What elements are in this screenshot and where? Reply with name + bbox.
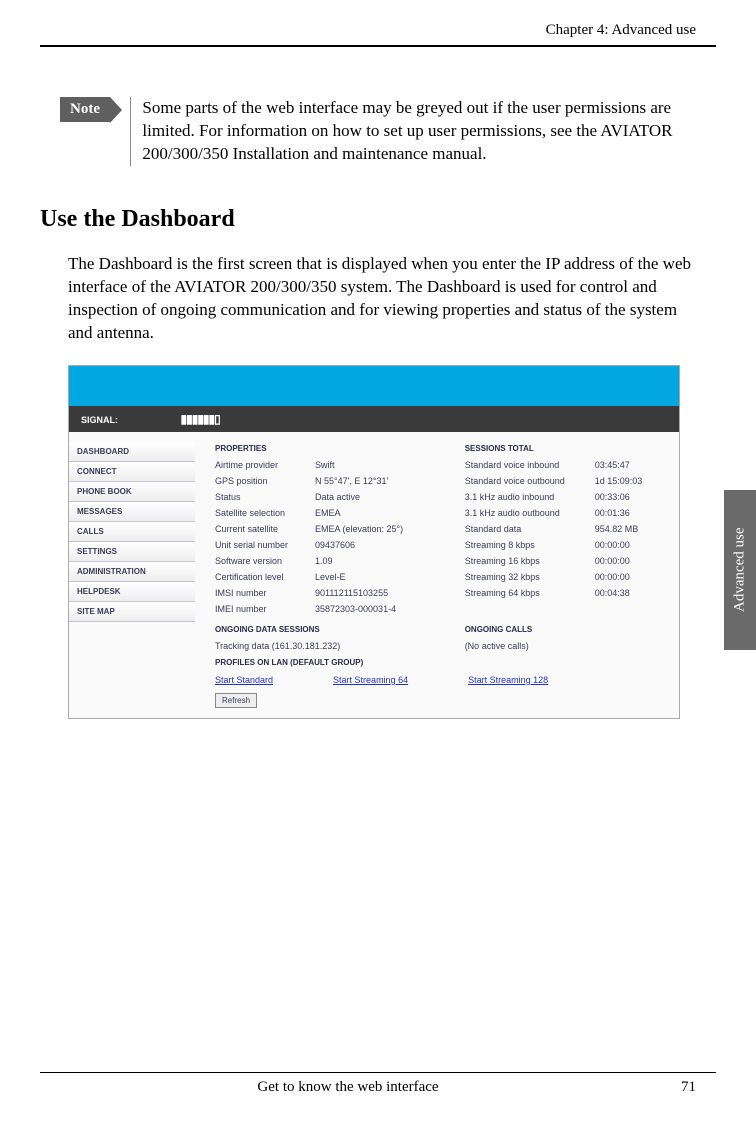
session-row: Standard data954.82 MB	[465, 521, 669, 537]
nav-dashboard[interactable]: DASHBOARD	[69, 442, 195, 462]
screenshot-content: PROPERTIES Airtime providerSwiftGPS posi…	[195, 432, 679, 718]
property-label: Certification level	[215, 572, 315, 582]
property-row: Current satelliteEMEA (elevation: 25°)	[215, 521, 465, 537]
property-label: IMEI number	[215, 604, 315, 614]
property-label: Status	[215, 492, 315, 502]
signal-label: SIGNAL:	[81, 415, 118, 425]
profiles-header: PROFILES ON LAN (DEFAULT GROUP)	[215, 654, 669, 671]
session-label: Streaming 16 kbps	[465, 556, 595, 566]
ongoing-data-header: ONGOING DATA SESSIONS	[215, 621, 465, 638]
property-value: Data active	[315, 492, 465, 502]
session-value: 954.82 MB	[595, 524, 639, 534]
property-label: Satellite selection	[215, 508, 315, 518]
property-value: Swift	[315, 460, 465, 470]
property-value: 09437606	[315, 540, 465, 550]
property-row: Airtime providerSwift	[215, 457, 465, 473]
bottom-rule	[40, 1072, 716, 1073]
signal-row: SIGNAL: ▮▮▮▮▮▮▯	[69, 406, 679, 432]
property-value: 901112115103255	[315, 588, 465, 598]
session-row: Streaming 64 kbps00:04:38	[465, 585, 669, 601]
property-label: Unit serial number	[215, 540, 315, 550]
ongoing-data-value: Tracking data (161.30.181.232)	[215, 641, 340, 651]
property-label: Airtime provider	[215, 460, 315, 470]
session-value: 03:45:47	[595, 460, 630, 470]
session-value: 00:00:00	[595, 540, 630, 550]
property-row: Software version1.09	[215, 553, 465, 569]
note-tag: Note	[60, 97, 110, 122]
session-row: Streaming 32 kbps00:00:00	[465, 569, 669, 585]
property-label: Current satellite	[215, 524, 315, 534]
sessions-header: SESSIONS TOTAL	[465, 440, 669, 457]
dashboard-screenshot: SIGNAL: ▮▮▮▮▮▮▯ DASHBOARD CONNECT PHONE …	[68, 365, 680, 719]
top-rule	[40, 45, 716, 47]
refresh-button[interactable]: Refresh	[215, 693, 257, 708]
session-label: Streaming 8 kbps	[465, 540, 595, 550]
link-start-streaming-64[interactable]: Start Streaming 64	[333, 675, 408, 685]
session-row: 3.1 kHz audio inbound00:33:06	[465, 489, 669, 505]
session-label: Standard data	[465, 524, 595, 534]
session-value: 00:00:00	[595, 556, 630, 566]
session-label: Streaming 64 kbps	[465, 588, 595, 598]
property-value: EMEA (elevation: 25°)	[315, 524, 465, 534]
session-label: Streaming 32 kbps	[465, 572, 595, 582]
screenshot-sidebar: DASHBOARD CONNECT PHONE BOOK MESSAGES CA…	[69, 442, 195, 718]
property-row: GPS positionN 55°47', E 12°31'	[215, 473, 465, 489]
footer-title: Get to know the web interface	[40, 1079, 656, 1096]
property-label: IMSI number	[215, 588, 315, 598]
nav-settings[interactable]: SETTINGS	[69, 542, 195, 562]
property-value: 1.09	[315, 556, 465, 566]
page-footer: Get to know the web interface 71	[40, 1072, 716, 1096]
note-block: Note Some parts of the web interface may…	[60, 97, 696, 166]
signal-bars-icon: ▮▮▮▮▮▮▯	[181, 412, 220, 426]
note-text: Some parts of the web interface may be g…	[140, 97, 696, 166]
property-label: GPS position	[215, 476, 315, 486]
session-label: 3.1 kHz audio outbound	[465, 508, 595, 518]
property-value: N 55°47', E 12°31'	[315, 476, 465, 486]
ongoing-calls-value: (No active calls)	[465, 641, 529, 651]
session-label: Standard voice inbound	[465, 460, 595, 470]
property-row: IMEI number35872303-000031-4	[215, 601, 465, 617]
session-row: Streaming 8 kbps00:00:00	[465, 537, 669, 553]
session-value: 1d 15:09:03	[595, 476, 643, 486]
property-value: 35872303-000031-4	[315, 604, 465, 614]
footer-page-number: 71	[656, 1079, 716, 1096]
session-label: 3.1 kHz audio inbound	[465, 492, 595, 502]
link-start-standard[interactable]: Start Standard	[215, 675, 273, 685]
nav-connect[interactable]: CONNECT	[69, 462, 195, 482]
session-value: 00:04:38	[595, 588, 630, 598]
nav-administration[interactable]: ADMINISTRATION	[69, 562, 195, 582]
side-tab: Advanced use	[724, 490, 756, 650]
session-value: 00:00:00	[595, 572, 630, 582]
body-paragraph: The Dashboard is the first screen that i…	[68, 253, 696, 345]
session-row: Standard voice outbound1d 15:09:03	[465, 473, 669, 489]
nav-calls[interactable]: CALLS	[69, 522, 195, 542]
property-value: EMEA	[315, 508, 465, 518]
screenshot-topbar	[69, 366, 679, 406]
nav-helpdesk[interactable]: HELPDESK	[69, 582, 195, 602]
nav-phone-book[interactable]: PHONE BOOK	[69, 482, 195, 502]
session-row: Standard voice inbound03:45:47	[465, 457, 669, 473]
link-start-streaming-128[interactable]: Start Streaming 128	[468, 675, 548, 685]
property-row: Certification levelLevel-E	[215, 569, 465, 585]
properties-header: PROPERTIES	[215, 440, 465, 457]
session-value: 00:33:06	[595, 492, 630, 502]
nav-site-map[interactable]: SITE MAP	[69, 602, 195, 622]
property-row: Satellite selectionEMEA	[215, 505, 465, 521]
property-row: IMSI number901112115103255	[215, 585, 465, 601]
property-row: Unit serial number09437606	[215, 537, 465, 553]
chapter-header: Chapter 4: Advanced use	[40, 20, 716, 39]
session-row: Streaming 16 kbps00:00:00	[465, 553, 669, 569]
property-row: StatusData active	[215, 489, 465, 505]
session-label: Standard voice outbound	[465, 476, 595, 486]
property-label: Software version	[215, 556, 315, 566]
session-value: 00:01:36	[595, 508, 630, 518]
section-heading: Use the Dashboard	[40, 206, 716, 233]
ongoing-calls-header: ONGOING CALLS	[465, 621, 669, 638]
session-row: 3.1 kHz audio outbound00:01:36	[465, 505, 669, 521]
property-value: Level-E	[315, 572, 465, 582]
nav-messages[interactable]: MESSAGES	[69, 502, 195, 522]
